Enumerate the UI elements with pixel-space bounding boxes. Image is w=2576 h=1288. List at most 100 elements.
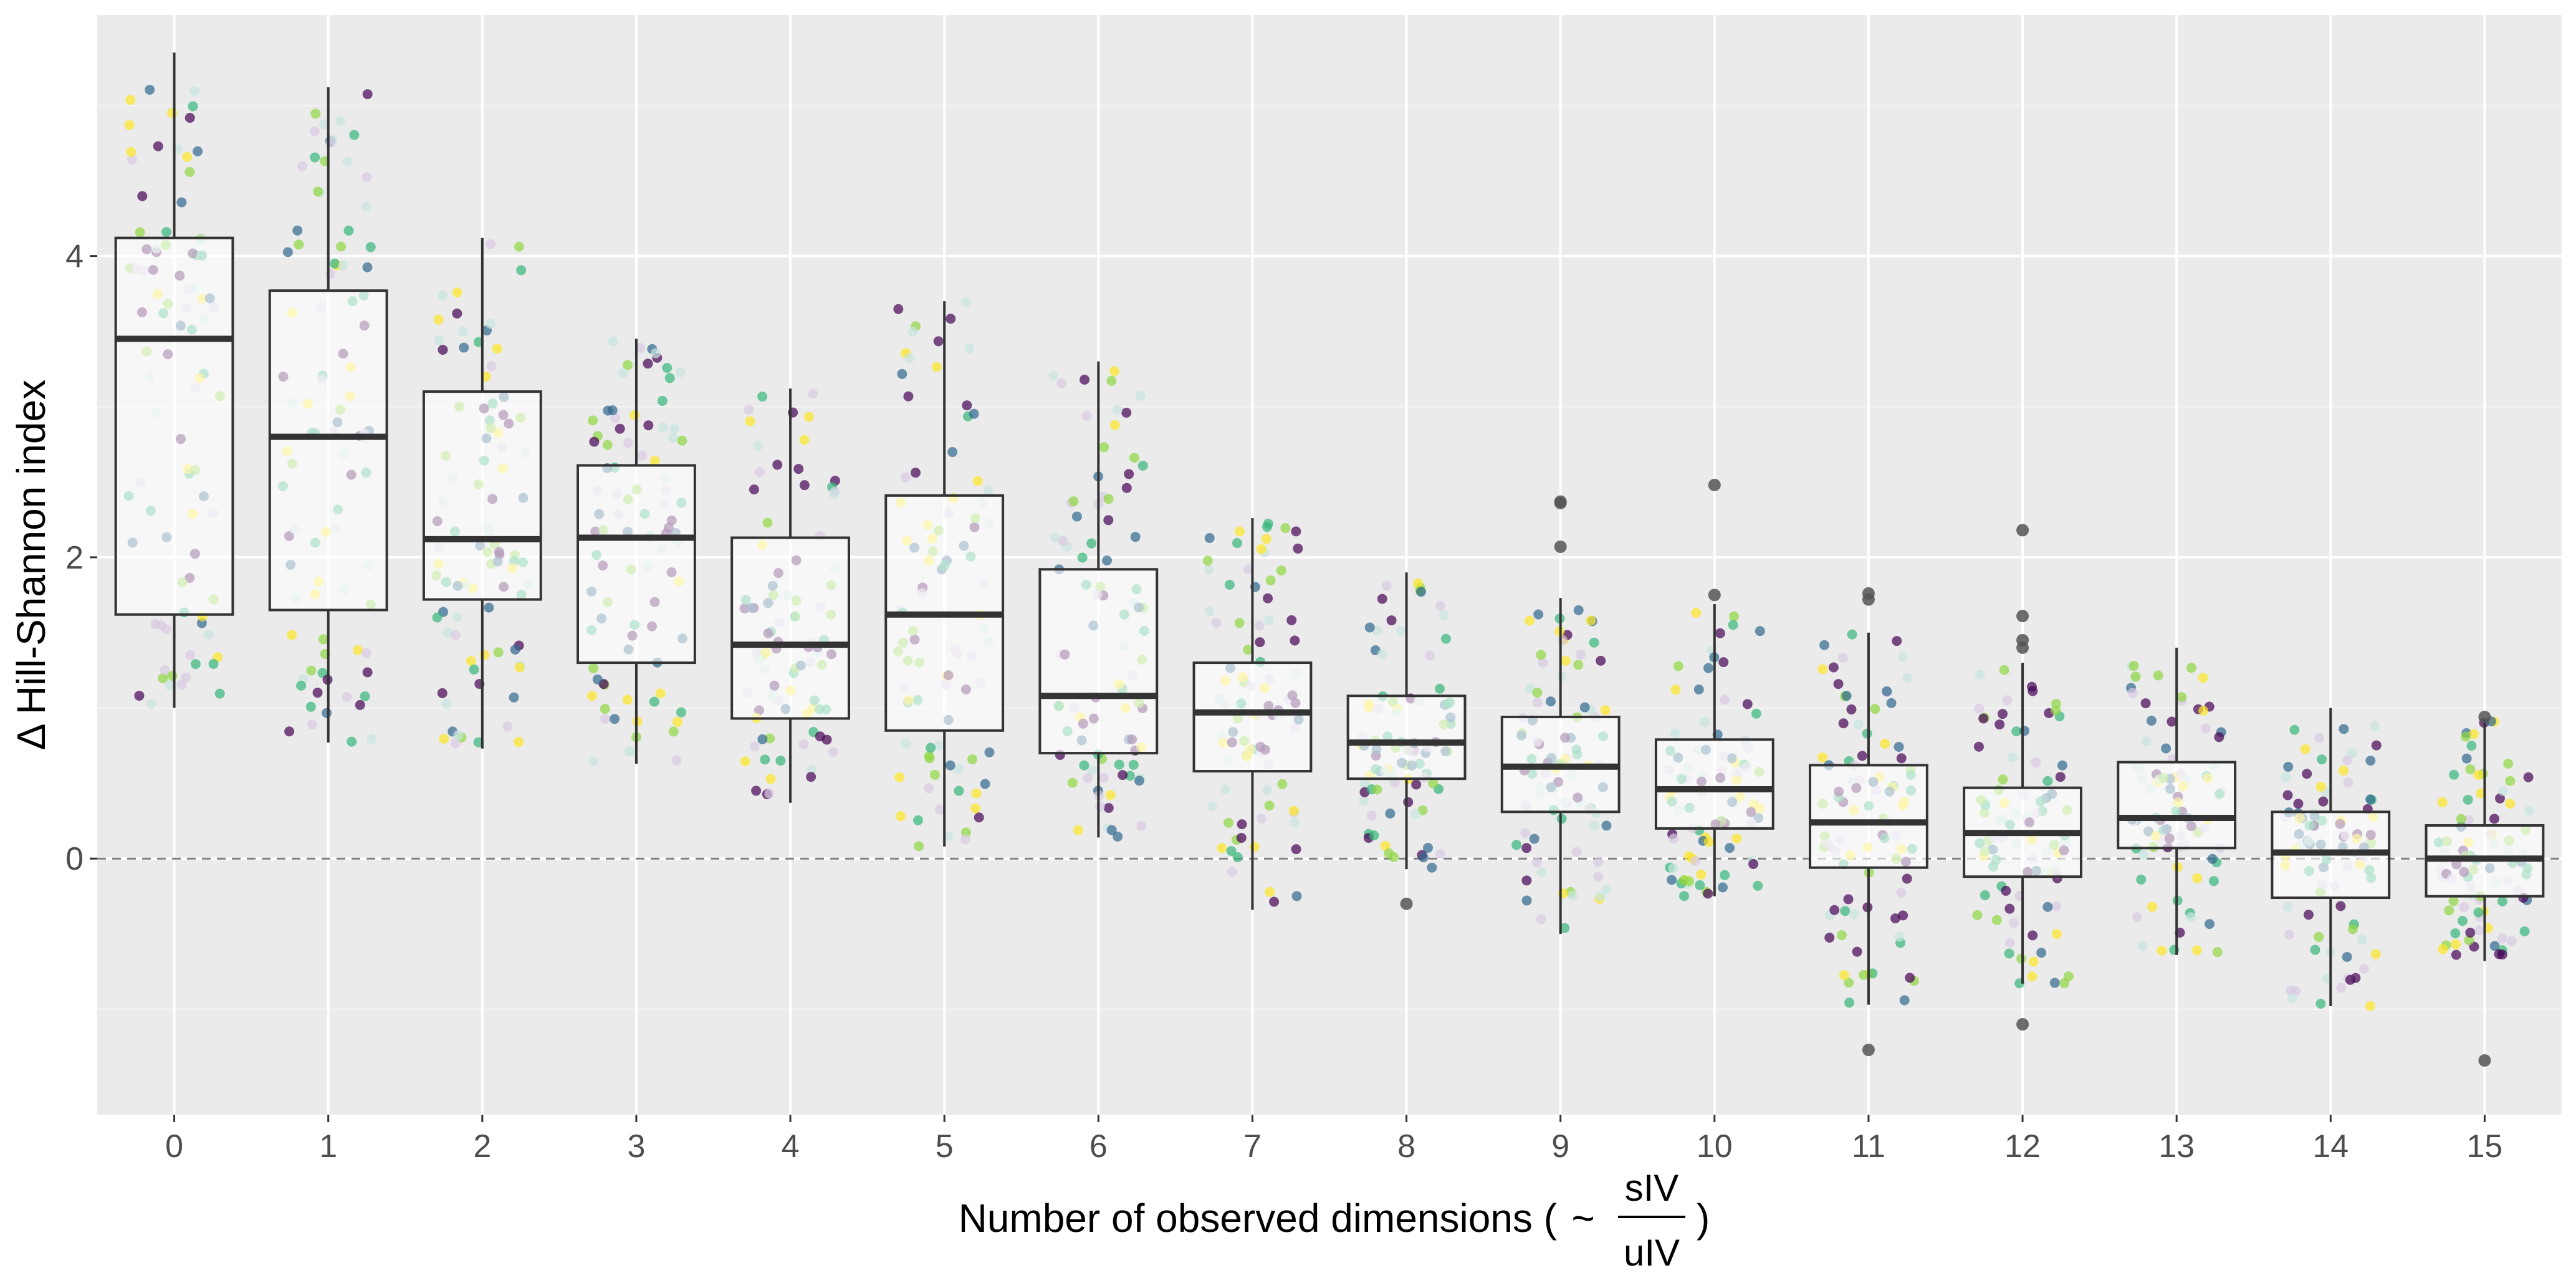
jitter-point (1902, 873, 1912, 884)
jitter-point (1128, 759, 1139, 770)
jitter-point (158, 673, 168, 683)
jitter-point (1086, 765, 1097, 776)
jitter-point (161, 624, 171, 635)
jitter-point (760, 754, 770, 765)
jitter-point (1381, 580, 1392, 591)
jitter-point (1109, 366, 1120, 377)
jitter-point (762, 517, 773, 528)
jitter-point (984, 747, 995, 757)
jitter-point (1511, 840, 1522, 850)
jitter-point (828, 747, 839, 757)
jitter-point (1293, 543, 1303, 554)
jitter-point (924, 783, 934, 794)
jitter-point (2028, 956, 2039, 967)
jitter-point (1531, 857, 1542, 868)
jitter-point (457, 326, 468, 337)
jitter-point (2450, 928, 2461, 939)
jitter-point (306, 665, 317, 676)
jitter-point (2314, 931, 2324, 942)
jitter-point (806, 772, 816, 782)
jitter-point (1211, 618, 1222, 628)
jitter-point (1894, 741, 1904, 752)
jitter-point (669, 424, 679, 435)
jitter-point (1695, 880, 1705, 890)
jitter-point (2042, 901, 2053, 912)
jitter-point (2342, 755, 2352, 766)
jitter-point (2132, 911, 2143, 922)
jitter-point (1359, 779, 1370, 789)
jitter-point (749, 741, 760, 752)
jitter-point (305, 701, 316, 712)
jitter-point (600, 704, 610, 714)
jitter-point (362, 172, 372, 183)
jitter-point (1852, 946, 1862, 957)
jitter-point (1840, 906, 1851, 916)
jitter-point (2370, 949, 2381, 959)
jitter-point (284, 726, 295, 737)
jitter-point (167, 108, 178, 118)
jitter-point (1880, 738, 1890, 749)
jitter-point (1234, 618, 1245, 628)
outlier-point (1862, 587, 1875, 600)
jitter-point (1696, 869, 1707, 880)
jitter-point (2011, 726, 2022, 737)
jitter-point (649, 696, 659, 707)
jitter-point (1071, 511, 1082, 522)
jitter-point (1978, 713, 1989, 724)
jitter-point (1980, 890, 1990, 900)
jitter-point (1532, 687, 1543, 698)
jitter-point (1249, 842, 1260, 852)
jitter-point (1700, 717, 1710, 728)
jitter-point (1257, 813, 1267, 824)
jitter-point (1593, 857, 1604, 867)
jitter-point (1703, 888, 1713, 899)
jitter-point (1410, 809, 1420, 819)
jitter-point (1048, 370, 1059, 381)
jitter-point (2317, 754, 2327, 765)
jitter-point (2345, 974, 2355, 985)
jitter-point (608, 336, 618, 347)
jitter-point (1837, 652, 1848, 663)
jitter-point (1892, 636, 1902, 646)
jitter-point (945, 760, 955, 771)
jitter-point (125, 95, 136, 105)
box-7 (1192, 518, 1313, 910)
jitter-point (1844, 978, 1854, 988)
jitter-point (1417, 805, 1428, 815)
box-iqr (268, 289, 388, 612)
jitter-point (610, 714, 620, 724)
jitter-point (1121, 483, 1132, 493)
jitter-point (1693, 684, 1704, 694)
x-tick-label: 4 (782, 1128, 800, 1165)
jitter-point (2451, 939, 2461, 949)
jitter-point (1991, 915, 2002, 925)
jitter-point (2284, 929, 2295, 940)
jitter-point (2497, 933, 2507, 944)
jitter-point (772, 459, 783, 470)
jitter-point (974, 812, 984, 823)
jitter-point (954, 786, 964, 796)
jitter-point (1204, 606, 1215, 617)
jitter-point (1081, 410, 1092, 421)
jitter-point (1899, 995, 1910, 1006)
jitter-point (366, 734, 377, 744)
jitter-point (1130, 532, 1141, 542)
jitter-point (167, 670, 178, 681)
jitter-point (588, 663, 599, 673)
jitter-point (1521, 843, 1532, 853)
jitter-point (329, 258, 340, 269)
jitter-point (1533, 697, 1543, 708)
jitter-point (2192, 873, 2203, 883)
jitter-point (1718, 882, 1728, 893)
jitter-point (1396, 626, 1407, 637)
jitter-point (297, 161, 307, 171)
jitter-point (623, 360, 633, 370)
jitter-point (1364, 622, 1375, 633)
jitter-point (1094, 801, 1105, 812)
jitter-point (509, 692, 519, 703)
jitter-point (2214, 732, 2224, 743)
jitter-point (1403, 797, 1414, 807)
jitter-point (1897, 651, 1908, 662)
jitter-point (1136, 821, 1147, 832)
jitter-point (2157, 945, 2167, 956)
